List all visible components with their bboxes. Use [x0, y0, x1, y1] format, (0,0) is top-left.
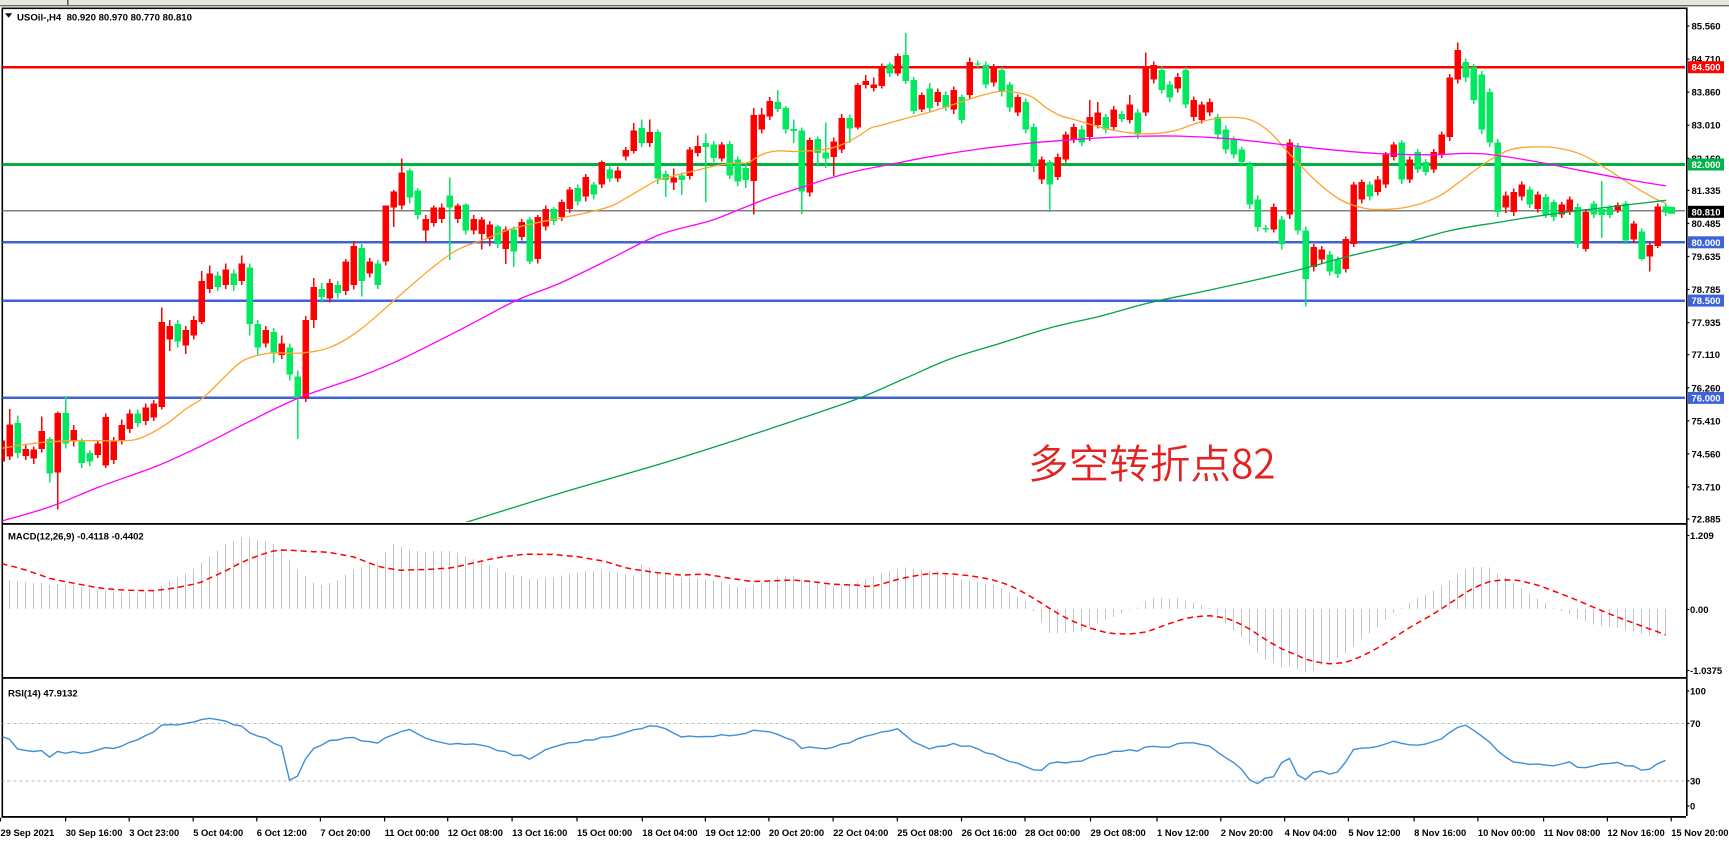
svg-text:12 Nov 16:00: 12 Nov 16:00: [1607, 827, 1664, 838]
svg-text:1 Nov 12:00: 1 Nov 12:00: [1157, 827, 1209, 838]
svg-text:28 Oct 00:00: 28 Oct 00:00: [1025, 827, 1080, 838]
svg-text:81.335: 81.335: [1692, 186, 1722, 197]
svg-text:7 Oct 20:00: 7 Oct 20:00: [320, 827, 370, 838]
svg-text:11 Oct 00:00: 11 Oct 00:00: [385, 827, 440, 838]
svg-text:RSI(14) 47.9132: RSI(14) 47.9132: [8, 689, 78, 700]
svg-text:20 Oct 20:00: 20 Oct 20:00: [769, 827, 824, 838]
svg-text:22 Oct 04:00: 22 Oct 04:00: [833, 827, 888, 838]
svg-text:100: 100: [1690, 687, 1706, 698]
svg-text:MACD(12,26,9) -0.4118 -0.4402: MACD(12,26,9) -0.4118 -0.4402: [8, 532, 144, 543]
svg-text:2 Nov 20:00: 2 Nov 20:00: [1221, 827, 1273, 838]
svg-text:6 Oct 12:00: 6 Oct 12:00: [257, 827, 307, 838]
svg-text:19 Oct 12:00: 19 Oct 12:00: [705, 827, 760, 838]
svg-text:73.710: 73.710: [1692, 483, 1721, 494]
svg-text:5 Nov 12:00: 5 Nov 12:00: [1348, 827, 1400, 838]
svg-text:78.785: 78.785: [1692, 285, 1722, 296]
svg-text:30: 30: [1690, 776, 1701, 787]
svg-text:77.935: 77.935: [1692, 318, 1722, 329]
svg-text:83.860: 83.860: [1692, 88, 1721, 99]
svg-text:0.00: 0.00: [1690, 605, 1709, 616]
svg-text:5 Oct 04:00: 5 Oct 04:00: [193, 827, 243, 838]
svg-text:10 Nov 00:00: 10 Nov 00:00: [1478, 827, 1535, 838]
svg-text:80.810: 80.810: [1692, 207, 1721, 218]
svg-text:18 Oct 04:00: 18 Oct 04:00: [642, 827, 697, 838]
svg-text:3 Oct 23:00: 3 Oct 23:00: [129, 827, 179, 838]
svg-text:26 Oct 16:00: 26 Oct 16:00: [962, 827, 1017, 838]
svg-text:-1.0375: -1.0375: [1690, 666, 1723, 677]
svg-text:84.500: 84.500: [1692, 63, 1721, 74]
svg-text:77.110: 77.110: [1692, 350, 1721, 361]
svg-text:76.000: 76.000: [1692, 393, 1721, 404]
svg-text:76.260: 76.260: [1692, 383, 1721, 394]
svg-text:70: 70: [1690, 719, 1701, 730]
svg-text:80.485: 80.485: [1692, 219, 1722, 230]
svg-text:0: 0: [1690, 802, 1695, 813]
svg-text:15 Nov 20:00: 15 Nov 20:00: [1671, 827, 1728, 838]
svg-text:29 Sep 2021: 29 Sep 2021: [1, 827, 55, 838]
svg-text:84.710: 84.710: [1692, 55, 1721, 66]
svg-text:29 Oct 08:00: 29 Oct 08:00: [1091, 827, 1146, 838]
svg-text:4 Nov 04:00: 4 Nov 04:00: [1285, 827, 1337, 838]
svg-text:15 Oct 00:00: 15 Oct 00:00: [577, 827, 632, 838]
svg-text:USOil-,H4 80.920 80.970 80.77: USOil-,H4 80.920 80.970 80.770 80.810: [17, 12, 192, 23]
svg-text:72.885: 72.885: [1692, 515, 1722, 526]
svg-text:12 Oct 08:00: 12 Oct 08:00: [448, 827, 503, 838]
svg-text:30 Sep 16:00: 30 Sep 16:00: [66, 827, 123, 838]
svg-text:25 Oct 08:00: 25 Oct 08:00: [897, 827, 952, 838]
svg-text:85.560: 85.560: [1692, 22, 1721, 33]
svg-text:83.010: 83.010: [1692, 121, 1721, 132]
svg-text:8 Nov 16:00: 8 Nov 16:00: [1414, 827, 1466, 838]
svg-text:13 Oct 16:00: 13 Oct 16:00: [512, 827, 567, 838]
svg-text:11 Nov 08:00: 11 Nov 08:00: [1544, 827, 1601, 838]
svg-text:1.209: 1.209: [1690, 531, 1714, 542]
svg-text:74.560: 74.560: [1692, 449, 1721, 460]
svg-text:75.410: 75.410: [1692, 416, 1721, 427]
svg-text:80.000: 80.000: [1692, 238, 1721, 249]
svg-text:78.500: 78.500: [1692, 296, 1721, 307]
svg-text:82.000: 82.000: [1692, 160, 1721, 171]
svg-text:79.635: 79.635: [1692, 252, 1722, 263]
